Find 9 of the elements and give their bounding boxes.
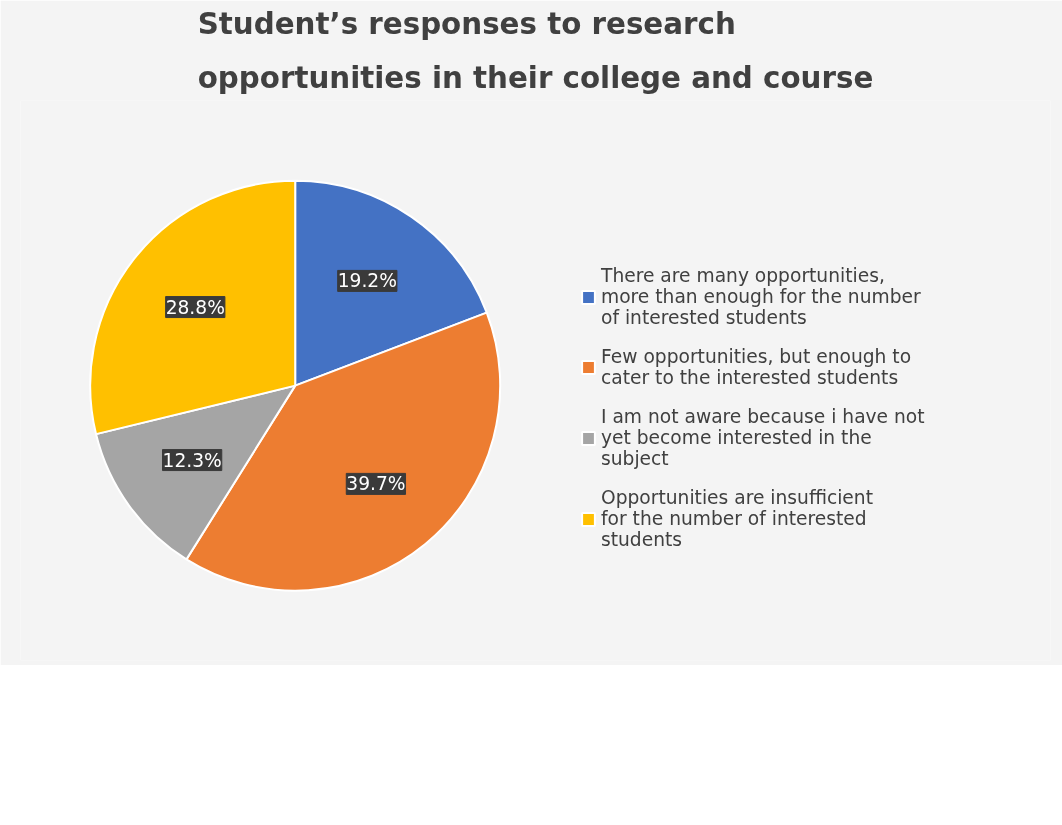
- legend-label: I am not aware because i have not yet become interested in the subject: [601, 406, 925, 469]
- data-label: 28.8%: [165, 296, 225, 318]
- legend-label: There are many opportunities, more than enough for the number of interested students: [601, 265, 921, 328]
- data-label: 19.2%: [337, 270, 397, 292]
- data-label: 39.7%: [346, 473, 406, 495]
- legend-label: Opportunities are insufficient for the number of interested students: [601, 487, 873, 550]
- legend-label: Few opportunities, but enough to cater to the interested students: [601, 346, 912, 388]
- data-label: 12.3%: [162, 449, 222, 471]
- chart-title: Student’s responses to research opportunities in their college and course: [197, 7, 874, 96]
